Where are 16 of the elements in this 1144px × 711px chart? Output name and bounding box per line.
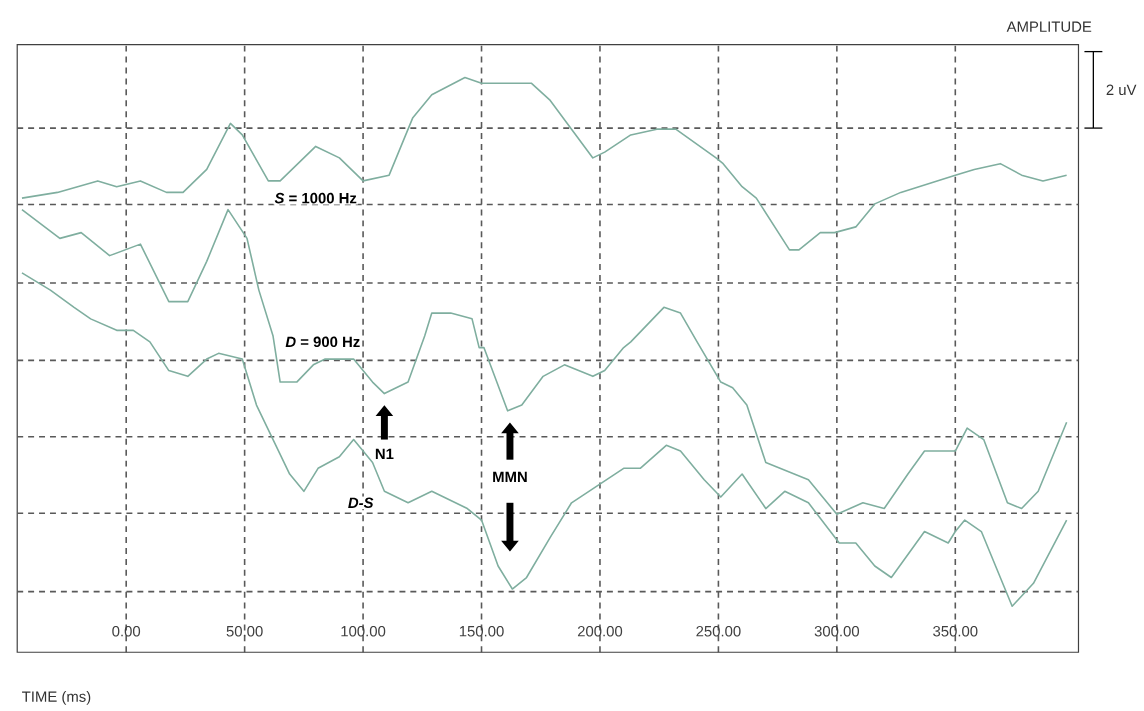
text: 2 uV [1106,84,1137,96]
x-axis-title: TIME (ms) [22,691,91,705]
x-tick-label: 150.00 [459,626,504,637]
annotation: MMN [493,471,527,483]
y-axis-title: AMPLITUDE [1006,21,1092,33]
x-tick-label: 350.00 [933,626,978,637]
annotation: N1 [375,448,394,460]
series-label: S = 1000 Hz [274,192,357,204]
series-label: D = 900 Hz [285,336,360,348]
x-tick-label: 300.00 [814,626,860,637]
x-tick-label: 200.00 [577,626,623,637]
x-tick-label: 50.00 [226,626,263,637]
series-label: D-S [348,497,374,509]
x-tick-label: 100.00 [341,626,386,637]
x-tick-label: 0.00 [112,626,141,637]
x-tick-label: 250.00 [696,626,741,637]
